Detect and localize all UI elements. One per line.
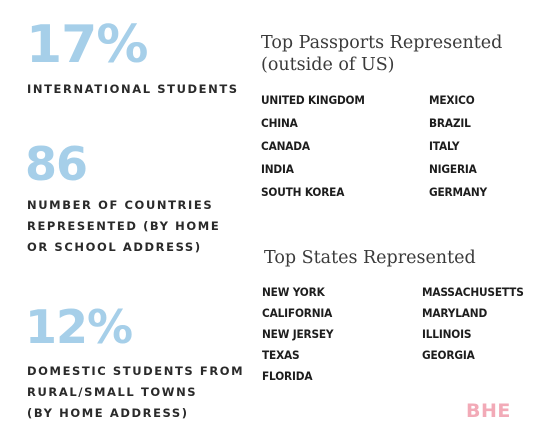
list-item: MEXICO <box>429 93 475 107</box>
rural-label: DOMESTIC STUDENTS FROM RURAL/SMALL TOWNS… <box>27 361 244 424</box>
list-item: NIGERIA <box>429 162 477 176</box>
list-item: BRAZIL <box>429 116 471 130</box>
list-item: MASSACHUSETTS <box>422 285 524 299</box>
international-label: INTERNATIONAL STUDENTS <box>27 79 239 100</box>
rural-label-line: RURAL/SMALL TOWNS <box>27 385 198 399</box>
states-heading: Top States Represented <box>264 248 476 268</box>
countries-label-line: REPRESENTED (BY HOME <box>27 219 221 233</box>
international-label-line: INTERNATIONAL STUDENTS <box>27 82 239 96</box>
list-item: GERMANY <box>429 185 488 199</box>
countries-label-line: NUMBER OF COUNTRIES <box>27 198 214 212</box>
list-item: GEORGIA <box>422 348 475 362</box>
passports-heading: Top Passports Represented (outside of US… <box>261 32 502 76</box>
passports-heading-line: Top Passports Represented <box>261 33 503 53</box>
states-list-col1: NEW YORK CALIFORNIA NEW JERSEY TEXAS FLO… <box>262 282 340 387</box>
rural-label-line: DOMESTIC STUDENTS FROM <box>27 364 245 378</box>
passports-list-col2: MEXICO BRAZIL ITALY NIGERIA GERMANY <box>429 89 492 204</box>
list-item: CHINA <box>261 116 298 130</box>
rural-percent: 12% <box>25 300 133 354</box>
list-item: UNITED KINGDOM <box>261 93 365 107</box>
countries-count: 86 <box>25 137 88 191</box>
list-item: FLORIDA <box>262 369 313 383</box>
states-list-col2: MASSACHUSETTS MARYLAND ILLINOIS GEORGIA <box>422 282 532 366</box>
list-item: SOUTH KOREA <box>261 185 345 199</box>
rural-label-line: (BY HOME ADDRESS) <box>27 406 189 420</box>
list-item: CANADA <box>261 139 310 153</box>
countries-label: NUMBER OF COUNTRIES REPRESENTED (BY HOME… <box>27 195 220 258</box>
list-item: TEXAS <box>262 348 300 362</box>
countries-label-line: OR SCHOOL ADDRESS) <box>27 240 202 254</box>
list-item: ILLINOIS <box>422 327 472 341</box>
list-item: MARYLAND <box>422 306 488 320</box>
passports-heading-line: (outside of US) <box>261 55 395 75</box>
passports-list-col1: UNITED KINGDOM CHINA CANADA INDIA SOUTH … <box>261 89 374 204</box>
list-item: NEW YORK <box>262 285 325 299</box>
list-item: NEW JERSEY <box>262 327 334 341</box>
list-item: INDIA <box>261 162 294 176</box>
bhe-logo: BHE <box>466 400 511 422</box>
list-item: ITALY <box>429 139 460 153</box>
international-percent: 17% <box>26 15 148 75</box>
list-item: CALIFORNIA <box>262 306 333 320</box>
